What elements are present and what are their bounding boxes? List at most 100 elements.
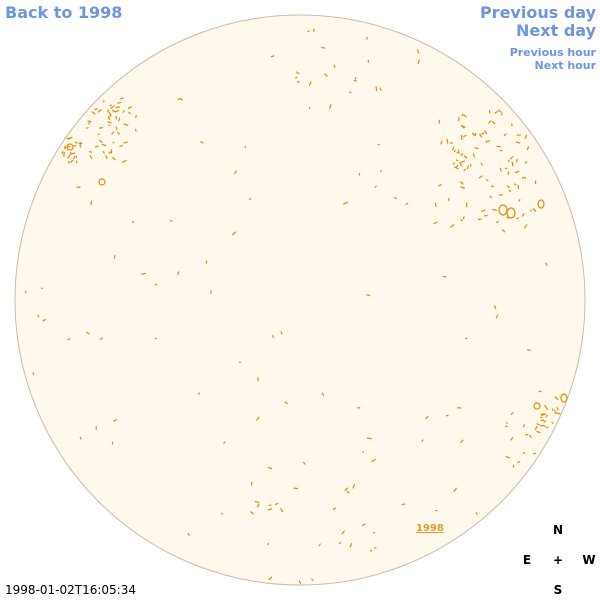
- observation-timestamp: 1998-01-02T16:05:34: [5, 583, 136, 597]
- contour-mark: [107, 109, 110, 113]
- contour-mark: [115, 126, 118, 130]
- contour-mark: [127, 106, 132, 109]
- contour-mark: [515, 141, 521, 144]
- contour-mark: [538, 390, 542, 393]
- contour-mark: [375, 86, 378, 92]
- contour-mark: [524, 161, 528, 164]
- contour-mark: [536, 431, 541, 434]
- next-hour-link[interactable]: Next hour: [534, 59, 597, 72]
- contour-mark: [488, 120, 492, 124]
- contour-mark: [453, 487, 457, 492]
- contour-mark: [434, 202, 437, 208]
- contour-mark: [460, 181, 464, 185]
- contour-mark: [267, 467, 273, 470]
- contour-mark: [462, 216, 465, 220]
- contour-mark: [349, 543, 353, 548]
- contour-mark: [463, 114, 467, 118]
- contour-mark: [73, 155, 76, 160]
- contour-mark: [105, 155, 108, 160]
- contour-mark: [200, 141, 204, 144]
- contour-mark: [493, 305, 497, 310]
- contour-mark: [556, 412, 561, 415]
- contour-mark: [97, 109, 102, 113]
- contour-loop: [98, 178, 106, 186]
- contour-mark: [75, 160, 78, 164]
- contour-mark: [170, 219, 173, 222]
- contour-mark: [270, 55, 275, 58]
- contour-mark: [506, 185, 510, 188]
- contour-mark: [94, 145, 99, 148]
- contour-mark: [525, 433, 529, 436]
- previous-hour-link[interactable]: Previous hour: [509, 46, 596, 59]
- contour-mark: [115, 106, 121, 109]
- contour-mark: [256, 503, 260, 508]
- contour-mark: [530, 209, 533, 212]
- contour-mark: [456, 151, 461, 154]
- solar-disk: [14, 14, 586, 586]
- contour-mark: [480, 162, 483, 166]
- year-marker-link[interactable]: 1998: [416, 523, 444, 534]
- contour-loop: [537, 199, 545, 209]
- contour-mark: [459, 162, 462, 167]
- contour-mark: [463, 134, 467, 137]
- contour-mark: [220, 512, 223, 515]
- contour-mark: [517, 461, 521, 464]
- contour-mark: [267, 542, 270, 546]
- contour-mark: [499, 167, 502, 172]
- contour-mark: [494, 110, 499, 114]
- contour-mark: [110, 105, 115, 109]
- back-to-year-link[interactable]: Back to 1998: [5, 3, 123, 22]
- contour-mark: [379, 87, 382, 91]
- contour-mark: [86, 127, 89, 129]
- contour-mark: [417, 59, 420, 65]
- contour-mark: [532, 452, 537, 455]
- contour-mark: [471, 132, 476, 137]
- contour-loop: [533, 402, 541, 410]
- contour-mark: [100, 337, 103, 341]
- contour-mark: [333, 64, 336, 69]
- compass-east: E: [522, 553, 532, 567]
- contour-mark: [510, 437, 514, 441]
- contour-mark: [481, 209, 486, 213]
- contour-loop: [506, 207, 516, 219]
- contour-mark: [122, 109, 125, 113]
- next-day-link[interactable]: Next day: [516, 21, 596, 40]
- contour-mark: [417, 49, 420, 54]
- contour-mark: [338, 541, 342, 545]
- contour-mark: [274, 502, 279, 505]
- contour-mark: [534, 425, 538, 430]
- previous-day-link[interactable]: Previous day: [479, 3, 596, 22]
- contour-mark: [460, 160, 465, 163]
- contour-mark: [113, 254, 116, 259]
- contour-mark: [119, 97, 124, 100]
- contour-mark: [516, 217, 520, 220]
- contour-mark: [460, 135, 463, 141]
- contour-mark: [524, 134, 528, 139]
- contour-mark: [469, 163, 472, 167]
- contour-mark: [67, 154, 71, 159]
- contour-mark: [284, 401, 288, 404]
- contour-mark: [280, 331, 283, 335]
- magnetic-contours: [24, 28, 568, 584]
- contour-mark: [523, 424, 525, 428]
- contour-mark: [532, 208, 537, 212]
- compass-center: +: [552, 553, 564, 567]
- contour-mark: [324, 73, 328, 77]
- contour-mark: [486, 179, 489, 182]
- contour-mark: [554, 396, 559, 400]
- contour-mark: [463, 155, 468, 159]
- contour-mark: [111, 156, 116, 161]
- contour-mark: [503, 133, 507, 137]
- contour-mark: [250, 481, 253, 486]
- contour-mark: [177, 271, 180, 275]
- contour-mark: [366, 437, 372, 440]
- contour-mark: [438, 184, 442, 187]
- contour-mark: [454, 166, 459, 170]
- contour-mark: [393, 196, 397, 200]
- contour-mark: [254, 501, 260, 503]
- contour-mark: [463, 168, 467, 172]
- contour-mark: [87, 120, 92, 123]
- contour-mark: [37, 314, 40, 318]
- contour-mark: [135, 115, 137, 119]
- contour-mark: [234, 170, 238, 175]
